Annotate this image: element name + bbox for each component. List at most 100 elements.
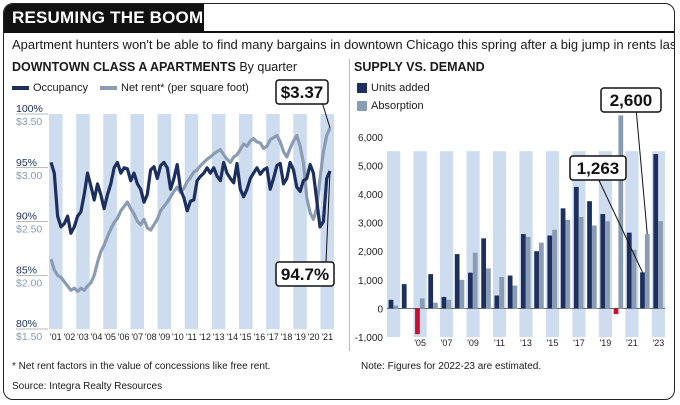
x-tick-label: '21 bbox=[626, 338, 638, 348]
banner-rule bbox=[4, 31, 674, 33]
y-tick-label: 3,000 bbox=[358, 219, 383, 230]
legend-label-units-added: Units added bbox=[371, 82, 430, 94]
subtitle: Apartment hunters won't be able to find … bbox=[12, 37, 675, 52]
units-added-bar bbox=[547, 235, 553, 309]
x-tick-label: '10 bbox=[172, 332, 184, 342]
x-tick-label: '11 bbox=[186, 332, 197, 342]
occupancy-rent-chart: 80%$1.50 85%$2.00 90%$2.50 95%$3.00 100%$3.5… bbox=[16, 79, 335, 343]
x-tick-label: '18 bbox=[281, 332, 293, 342]
occupancy-callout-leader bbox=[325, 170, 331, 263]
absorption-bar bbox=[472, 252, 478, 309]
chart-divider bbox=[349, 59, 350, 351]
occupancy-line bbox=[49, 160, 332, 235]
absorption-callout-box bbox=[600, 87, 662, 113]
x-tick-label: '09 bbox=[158, 332, 170, 342]
x-tick-label: '21 bbox=[321, 332, 333, 342]
legend-swatch-absorption bbox=[357, 101, 367, 111]
x-tick-label: '05 bbox=[104, 332, 116, 342]
x-tick-label: '19 bbox=[294, 332, 306, 342]
x-tick-label: '19 bbox=[600, 338, 612, 348]
year-stripe bbox=[439, 151, 454, 337]
units-added-bar bbox=[441, 296, 447, 309]
absorption-bar bbox=[618, 115, 624, 309]
x-tick-label: '02 bbox=[63, 332, 75, 342]
x-tick-label: '07 bbox=[131, 332, 143, 342]
units-added-bar bbox=[534, 251, 539, 309]
units-added-bar bbox=[388, 299, 394, 309]
absorption-bar bbox=[605, 221, 610, 309]
absorption-bar bbox=[446, 299, 452, 309]
y-tick-label-rent: $3.50 bbox=[16, 116, 42, 128]
units-added-bar bbox=[613, 308, 619, 315]
infographic-frame: RESUMING THE BOOM Apartment hunters won'… bbox=[3, 3, 675, 400]
y-tick-label: 2,000 bbox=[358, 247, 383, 258]
legend-swatch-units-added bbox=[357, 83, 367, 93]
x-tick-label: '07 bbox=[441, 338, 453, 348]
year-stripe bbox=[184, 114, 199, 329]
y-tick-label-rent: $2.00 bbox=[16, 277, 42, 289]
legend-net-rent: Net rent* (per square foot) bbox=[100, 82, 249, 94]
x-tick-label: '17 bbox=[573, 338, 585, 348]
absorption-bar bbox=[459, 279, 465, 309]
absorption-callout-label: 2,600 bbox=[610, 91, 653, 110]
legend-absorption: Absorption bbox=[357, 100, 424, 112]
x-tick-label: '17 bbox=[267, 332, 279, 342]
x-tick-label: '13 bbox=[520, 338, 532, 348]
legend-label-absorption: Absorption bbox=[371, 100, 424, 112]
y-tick-label-rent: $2.50 bbox=[16, 224, 42, 236]
absorption-bar bbox=[525, 236, 531, 309]
units-added-bar bbox=[481, 238, 487, 309]
x-tick-label: '05 bbox=[414, 338, 426, 348]
units-added-bar bbox=[428, 274, 434, 309]
x-tick-label: '11 bbox=[494, 338, 505, 348]
left-chart-title: DOWNTOWN CLASS A APARTMENTS By quarter bbox=[12, 60, 297, 74]
absorption-bar bbox=[591, 225, 597, 309]
units-callout-leader bbox=[595, 173, 643, 273]
absorption-bar bbox=[631, 249, 637, 309]
left-chart-title-main: DOWNTOWN CLASS A APARTMENTS bbox=[12, 60, 236, 74]
right-chart-title: SUPPLY VS. DEMAND bbox=[354, 60, 485, 74]
x-tick-label: '23 bbox=[653, 338, 665, 348]
x-tick-label: '16 bbox=[253, 332, 265, 342]
units-added-bar bbox=[415, 308, 420, 335]
x-tick-label: '14 bbox=[226, 332, 238, 342]
year-stripe bbox=[387, 151, 401, 337]
footnote: * Net rent factors in the value of conce… bbox=[12, 361, 271, 372]
year-stripe bbox=[76, 114, 90, 329]
units-added-bar bbox=[560, 208, 566, 309]
estimate-note: Note: Figures for 2022-23 are estimated. bbox=[361, 361, 542, 372]
y-tick-label: 5,000 bbox=[358, 161, 383, 172]
x-tick-label: '04 bbox=[91, 332, 103, 342]
absorption-bar bbox=[552, 229, 557, 309]
rent-callout-leader bbox=[321, 101, 331, 129]
rent-callout-box bbox=[275, 79, 329, 105]
y-tick-label: 6,000 bbox=[358, 133, 383, 144]
x-tick-label: '12 bbox=[199, 332, 211, 342]
y-tick-label-occupancy: 80% bbox=[16, 318, 37, 330]
units-added-bar bbox=[468, 272, 473, 309]
units-added-bar bbox=[401, 284, 407, 309]
absorption-bar bbox=[538, 242, 544, 309]
absorption-bar bbox=[433, 302, 438, 309]
left-chart-title-sub: By quarter bbox=[239, 60, 297, 74]
y-tick-label-occupancy: 85% bbox=[16, 264, 37, 276]
net-rent-line bbox=[49, 127, 332, 293]
units-added-bar bbox=[600, 214, 606, 309]
absorption-callout-leader bbox=[635, 107, 648, 235]
x-tick-label: '06 bbox=[118, 332, 130, 342]
absorption-bar bbox=[419, 298, 425, 309]
units-added-bar bbox=[454, 254, 460, 309]
absorption-bar bbox=[393, 305, 399, 309]
y-tick-label-occupancy: 100% bbox=[16, 103, 43, 115]
absorption-bar bbox=[512, 285, 518, 309]
x-tick-label: '13 bbox=[213, 332, 225, 342]
y-tick-label-occupancy: 90% bbox=[16, 211, 37, 223]
x-tick-label: '15 bbox=[240, 332, 252, 342]
x-tick-label: '03 bbox=[77, 332, 89, 342]
x-tick-label: '01 bbox=[50, 332, 62, 342]
absorption-bar bbox=[578, 216, 584, 309]
absorption-bar bbox=[486, 268, 491, 309]
legend-label-net-rent: Net rent* (per square foot) bbox=[121, 82, 249, 94]
x-tick-label: '20 bbox=[308, 332, 320, 342]
rent-callout-label: $3.37 bbox=[281, 83, 324, 102]
